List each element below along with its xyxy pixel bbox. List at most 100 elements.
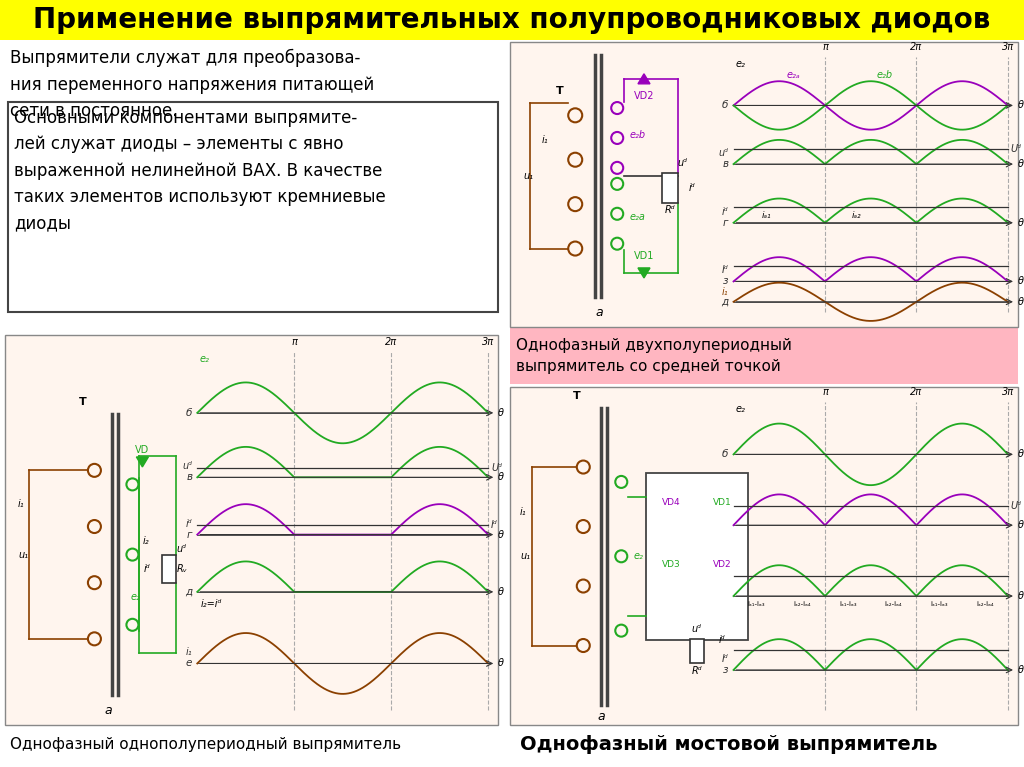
Text: г: г [723, 591, 728, 601]
Text: VD2: VD2 [634, 91, 654, 100]
Text: VD1: VD1 [634, 251, 654, 261]
Text: i₁: i₁ [185, 647, 193, 657]
Text: uᵈ: uᵈ [719, 148, 728, 158]
Text: Однофазный двухполупериодный
выпрямитель со средней точкой: Однофазный двухполупериодный выпрямитель… [516, 338, 792, 374]
Polygon shape [638, 268, 650, 278]
Text: з: з [723, 665, 728, 675]
Text: б: б [722, 100, 728, 110]
Text: iᵈ: iᵈ [722, 207, 728, 217]
Text: VD: VD [135, 445, 150, 455]
Bar [510, 387, 1018, 725]
Text: θ: θ [1018, 159, 1024, 169]
Text: б: б [186, 408, 193, 418]
Text: θ: θ [498, 658, 504, 669]
Text: u₁: u₁ [520, 551, 530, 561]
Text: Uᵈ: Uᵈ [492, 463, 502, 472]
Text: iᵈ: iᵈ [143, 564, 151, 574]
Text: i₂=iᵈ: i₂=iᵈ [201, 599, 222, 609]
Text: θ: θ [1018, 276, 1024, 286]
Text: uᵈ: uᵈ [182, 461, 193, 471]
Text: θ: θ [498, 408, 504, 418]
Text: θ: θ [498, 472, 504, 482]
Text: Однофазный однополупериодный выпрямитель: Однофазный однополупериодный выпрямитель [10, 738, 401, 752]
Text: π: π [291, 337, 297, 347]
Text: Rᵈ: Rᵈ [665, 205, 676, 215]
Text: e₂b: e₂b [629, 130, 645, 140]
Bar [663, 173, 678, 203]
Text: π: π [822, 42, 827, 52]
Text: б: б [722, 449, 728, 459]
Text: e₂a: e₂a [629, 212, 645, 222]
Text: uᵈ: uᵈ [719, 509, 728, 519]
Text: iᵈ: iᵈ [185, 518, 193, 528]
Text: π: π [822, 387, 827, 397]
Text: 3π: 3π [1001, 387, 1014, 397]
Text: a: a [104, 703, 113, 716]
Text: e₂b: e₂b [877, 70, 893, 80]
Text: iₐ₂: iₐ₂ [852, 211, 862, 220]
Text: г: г [186, 529, 193, 539]
Text: Uᵈ: Uᵈ [1011, 143, 1022, 153]
Text: a: a [597, 710, 605, 723]
Text: г: г [723, 218, 728, 228]
Text: Применение выпрямительных полупроводниковых диодов: Применение выпрямительных полупроводнико… [34, 6, 990, 34]
Bar [510, 42, 1018, 327]
Text: e₂: e₂ [735, 59, 745, 69]
Bar [690, 640, 703, 663]
Text: VD1: VD1 [713, 499, 731, 508]
Text: 3π: 3π [482, 337, 495, 347]
Text: VD4: VD4 [663, 499, 681, 508]
Text: T: T [572, 390, 581, 400]
Text: iₐ₂-iₐ₄: iₐ₂-iₐ₄ [976, 601, 994, 607]
Text: Iᵈ: Iᵈ [722, 654, 728, 664]
Polygon shape [638, 74, 650, 84]
Text: Uᵈ: Uᵈ [1011, 501, 1022, 511]
Text: iₐ₂-iₐ₄: iₐ₂-iₐ₄ [794, 601, 811, 607]
Text: i₁: i₁ [542, 134, 549, 144]
Text: θ: θ [1018, 520, 1024, 530]
Bar [0, 0, 1024, 40]
Text: θ: θ [1018, 449, 1024, 459]
Text: Iᵈ: Iᵈ [492, 520, 498, 530]
Bar [162, 555, 176, 583]
Text: iₐ₁-iₐ₃: iₐ₁-iₐ₃ [931, 601, 948, 607]
Text: iₐ₂-iₐ₄: iₐ₂-iₐ₄ [885, 601, 902, 607]
Text: e₂: e₂ [200, 354, 209, 364]
Bar [8, 102, 498, 312]
Text: iₐ₁: iₐ₁ [762, 211, 771, 220]
Bar [510, 326, 1018, 384]
Text: в: в [186, 472, 193, 482]
Text: u₁: u₁ [523, 171, 534, 181]
Text: iᵈ: iᵈ [719, 634, 726, 644]
Text: e₂ₐ: e₂ₐ [787, 70, 801, 80]
Text: Выпрямители служат для преобразова-
ния переменного напряжения питающей
сети в п: Выпрямители служат для преобразова- ния … [10, 49, 374, 120]
Text: в: в [722, 159, 728, 169]
Bar [5, 335, 498, 725]
Text: θ: θ [1018, 665, 1024, 675]
Text: θ: θ [1018, 218, 1024, 228]
Text: Основными компонентами выпрямите-
лей служат диоды – элементы с явно
выраженной : Основными компонентами выпрямите- лей сл… [14, 109, 386, 232]
Text: θ: θ [1018, 297, 1024, 307]
Text: i₁: i₁ [18, 499, 25, 509]
Bar [646, 473, 748, 640]
Text: uᵈ: uᵈ [176, 544, 186, 554]
Text: a: a [596, 305, 603, 318]
Text: u₁: u₁ [18, 550, 28, 560]
Text: д: д [185, 587, 193, 597]
Text: i₁: i₁ [722, 287, 728, 297]
Text: iᵈ: iᵈ [722, 580, 728, 590]
Text: Однофазный мостовой выпрямитель: Однофазный мостовой выпрямитель [520, 736, 938, 755]
Text: uᵈ: uᵈ [692, 624, 701, 634]
Text: θ: θ [1018, 591, 1024, 601]
Text: iₐ₁-iₐ₃: iₐ₁-iₐ₃ [839, 601, 856, 607]
Text: T: T [79, 397, 86, 407]
Text: в: в [722, 520, 728, 530]
Text: e₂: e₂ [735, 404, 745, 414]
Text: 2π: 2π [910, 387, 923, 397]
Text: T: T [556, 86, 564, 96]
Text: VD3: VD3 [662, 560, 681, 569]
Text: θ: θ [498, 529, 504, 539]
Text: VD2: VD2 [713, 560, 731, 569]
Text: θ: θ [1018, 100, 1024, 110]
Text: iₐ₁-iₐ₃: iₐ₁-iₐ₃ [748, 601, 765, 607]
